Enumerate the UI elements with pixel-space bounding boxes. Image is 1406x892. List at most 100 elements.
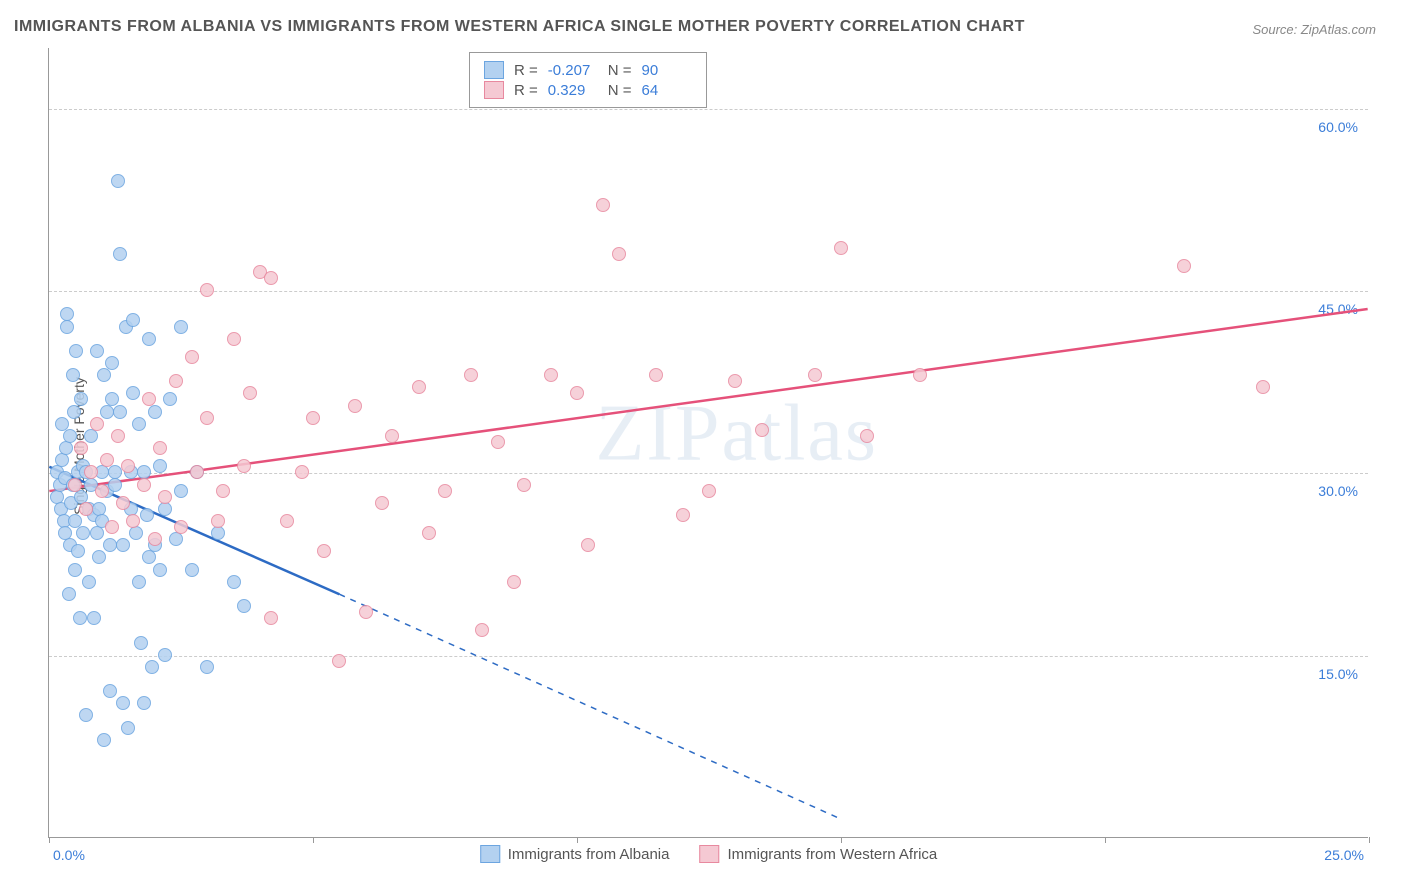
data-point [71,544,85,558]
n-value-1: 90 [642,62,692,79]
data-point [76,526,90,540]
data-point [359,605,373,619]
data-point [116,496,130,510]
data-point [412,380,426,394]
data-point [834,241,848,255]
data-point [174,484,188,498]
xtick-label: 0.0% [53,847,85,863]
data-point [348,399,362,413]
data-point [140,508,154,522]
data-point [808,368,822,382]
data-point [67,405,81,419]
data-point [264,271,278,285]
data-point [385,429,399,443]
data-point [163,392,177,406]
data-point [158,502,172,516]
data-point [1256,380,1270,394]
data-point [84,465,98,479]
data-point [59,441,73,455]
swatch-wafrica [699,845,719,863]
data-point [280,514,294,528]
data-point [105,356,119,370]
correlation-legend: R = -0.207 N = 90 R = 0.329 N = 64 [469,52,707,108]
legend-label: Immigrants from Albania [508,846,670,863]
data-point [438,484,452,498]
data-point [332,654,346,668]
ytick-label: 30.0% [1318,483,1358,499]
data-point [148,405,162,419]
n-label: N = [608,82,632,99]
trendlines [49,48,1368,837]
data-point [507,575,521,589]
swatch-albania [484,61,504,79]
data-point [90,344,104,358]
data-point [97,368,111,382]
data-point [755,423,769,437]
data-point [237,599,251,613]
data-point [92,550,106,564]
data-point [60,320,74,334]
data-point [649,368,663,382]
data-point [1177,259,1191,273]
swatch-wafrica [484,81,504,99]
data-point [68,478,82,492]
ytick-label: 45.0% [1318,301,1358,317]
data-point [126,514,140,528]
data-point [73,611,87,625]
data-point [111,429,125,443]
data-point [581,538,595,552]
legend-item-albania: Immigrants from Albania [480,845,670,863]
data-point [142,550,156,564]
series-legend: Immigrants from Albania Immigrants from … [480,845,938,863]
swatch-albania [480,845,500,863]
data-point [95,484,109,498]
data-point [90,417,104,431]
data-point [134,636,148,650]
data-point [84,429,98,443]
data-point [79,708,93,722]
xtick-label: 25.0% [1324,847,1364,863]
data-point [200,411,214,425]
data-point [174,520,188,534]
data-point [132,417,146,431]
data-point [79,502,93,516]
data-point [211,514,225,528]
data-point [108,465,122,479]
data-point [596,198,610,212]
legend-label: Immigrants from Western Africa [727,846,937,863]
data-point [169,532,183,546]
data-point [227,332,241,346]
data-point [129,526,143,540]
data-point [913,368,927,382]
data-point [306,411,320,425]
data-point [137,696,151,710]
data-point [100,405,114,419]
ytick-label: 60.0% [1318,119,1358,135]
data-point [190,465,204,479]
data-point [113,247,127,261]
data-point [317,544,331,558]
data-point [227,575,241,589]
data-point [200,283,214,297]
data-point [103,684,117,698]
r-label: R = [514,82,538,99]
ytick-label: 15.0% [1318,666,1358,682]
data-point [264,611,278,625]
data-point [148,532,162,546]
legend-row-1: R = -0.207 N = 90 [484,61,692,79]
data-point [200,660,214,674]
data-point [90,526,104,540]
data-point [295,465,309,479]
chart-title: IMMIGRANTS FROM ALBANIA VS IMMIGRANTS FR… [14,18,1025,36]
n-value-2: 64 [642,82,692,99]
data-point [570,386,584,400]
data-point [174,320,188,334]
data-point [153,459,167,473]
n-label: N = [608,62,632,79]
data-point [69,344,83,358]
data-point [97,733,111,747]
data-point [74,441,88,455]
data-point [702,484,716,498]
data-point [121,459,135,473]
r-value-1: -0.207 [548,62,598,79]
